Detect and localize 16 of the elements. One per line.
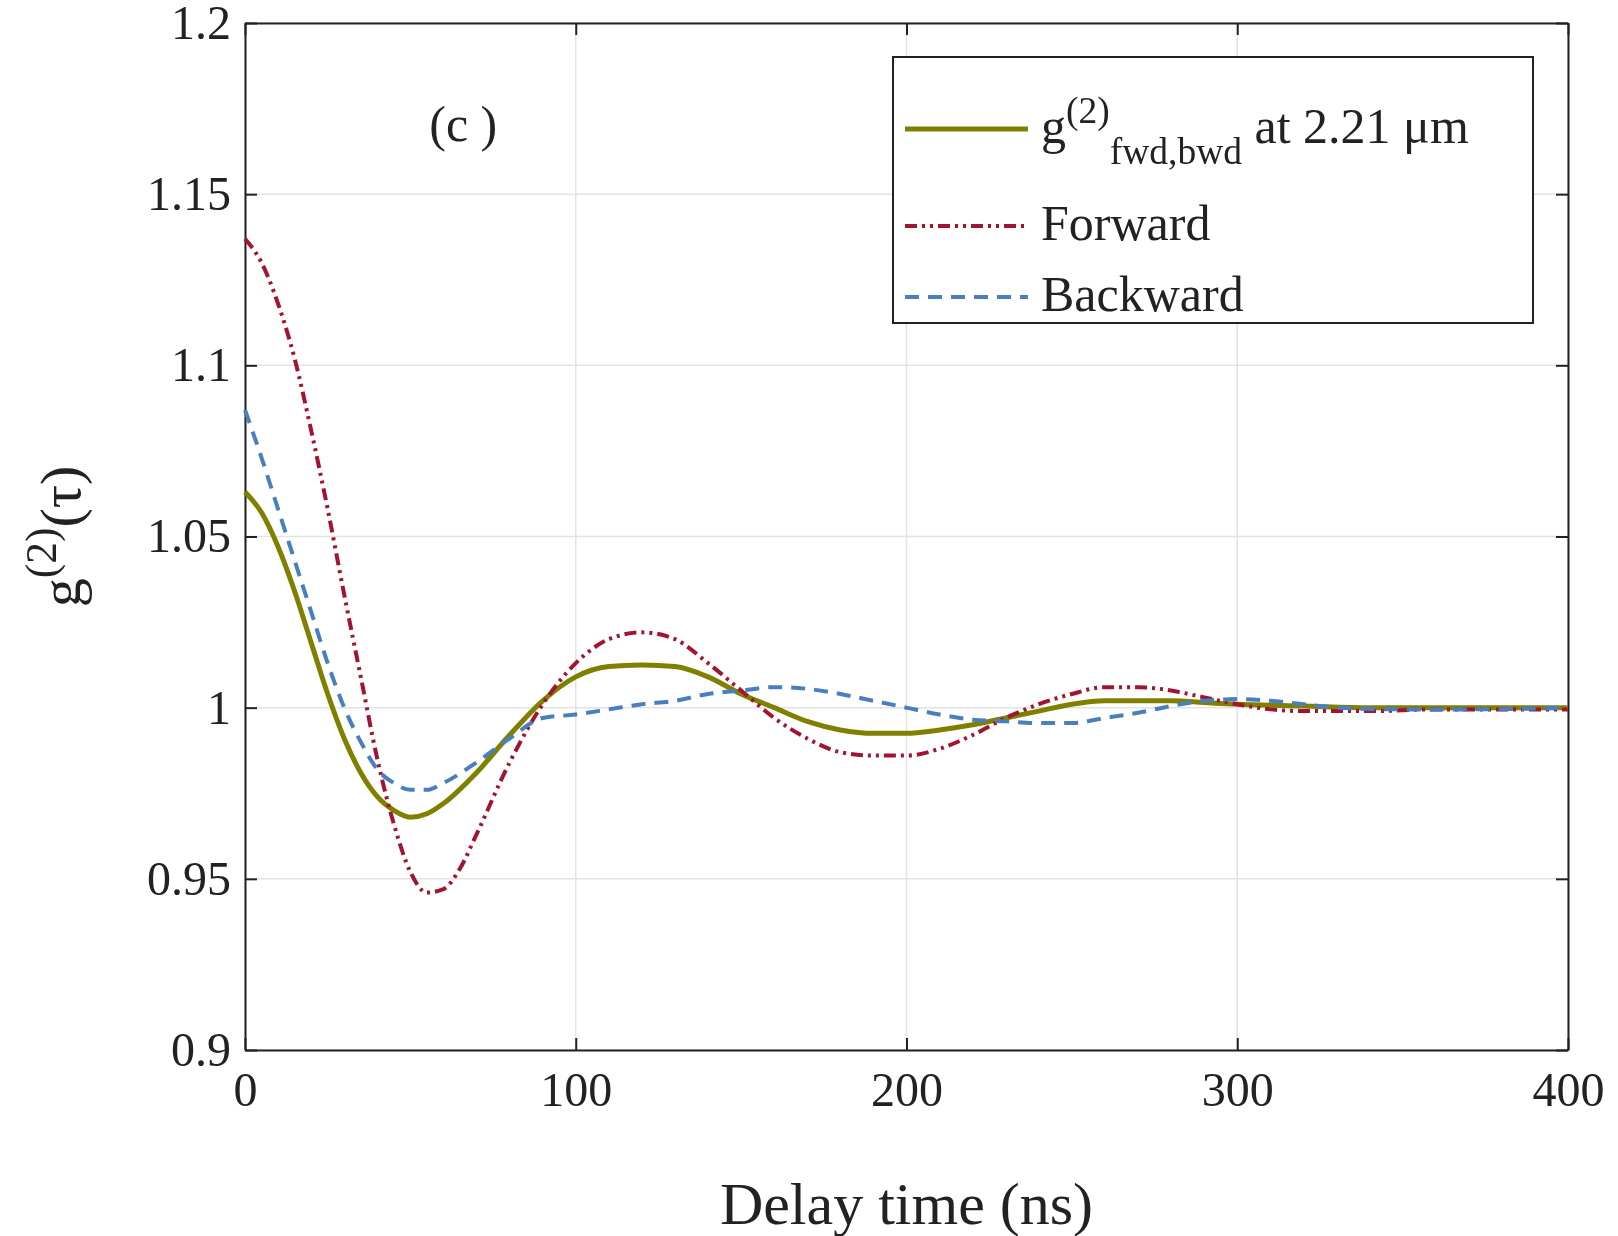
- x-tick-label: 200: [871, 1063, 943, 1117]
- y-tick-label: 1.1: [171, 338, 231, 392]
- y-tick-label: 1.2: [171, 0, 231, 49]
- y-tick-label: 1.15: [147, 167, 231, 221]
- x-tick-label: 400: [1532, 1063, 1605, 1117]
- x-tick-label: 100: [540, 1063, 613, 1117]
- x-tick-label: 0: [233, 1063, 258, 1117]
- y-tick-label: 1.05: [147, 509, 231, 563]
- x-tick-label: 300: [1201, 1063, 1274, 1117]
- annotation: (c ): [429, 96, 498, 152]
- legend-label: Backward: [1041, 266, 1244, 322]
- y-tick-label: 0.95: [147, 851, 231, 905]
- y-tick-label: 0.9: [171, 1022, 231, 1076]
- y-tick-label: 1: [207, 680, 231, 734]
- legend-label: g$^{(2)}$$_{fwd,bwd}$ at 2.21 μm: [1041, 89, 1469, 172]
- legend-label: Forward: [1041, 195, 1211, 251]
